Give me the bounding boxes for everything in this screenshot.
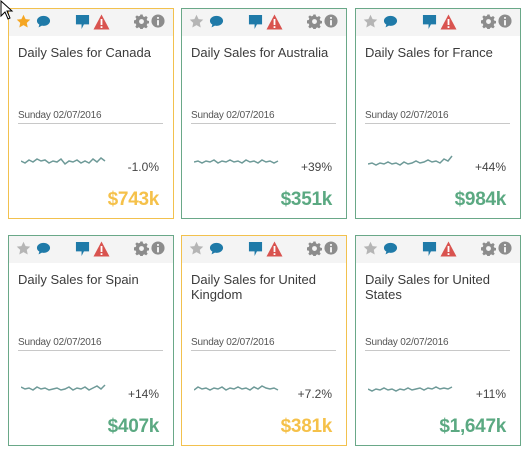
annotation-icon[interactable] bbox=[422, 14, 437, 30]
change-percent: +44% bbox=[474, 160, 506, 174]
divider bbox=[191, 350, 336, 351]
kpi-card-france[interactable]: Daily Sales for France Sunday 02/07/2016… bbox=[355, 8, 521, 219]
comment-icon[interactable] bbox=[383, 241, 398, 256]
card-toolbar bbox=[9, 236, 173, 263]
card-title: Daily Sales for United Kingdom bbox=[191, 272, 316, 302]
annotation-icon[interactable] bbox=[75, 14, 90, 30]
sales-value: $351k bbox=[280, 189, 333, 210]
card-toolbar bbox=[182, 236, 346, 263]
info-icon[interactable] bbox=[498, 241, 512, 255]
gear-icon[interactable] bbox=[481, 14, 496, 29]
sales-value: $743k bbox=[107, 189, 160, 210]
alert-icon[interactable] bbox=[93, 241, 110, 257]
card-title: Daily Sales for United States bbox=[365, 272, 490, 302]
alert-icon[interactable] bbox=[440, 241, 457, 257]
divider bbox=[18, 123, 163, 124]
annotation-icon[interactable] bbox=[248, 14, 263, 30]
kpi-card-canada[interactable]: Daily Sales for Canada Sunday 02/07/2016… bbox=[8, 8, 174, 219]
sparkline bbox=[194, 159, 279, 164]
annotation-icon[interactable] bbox=[75, 241, 90, 257]
divider bbox=[18, 350, 163, 351]
card-toolbar bbox=[182, 9, 346, 36]
sales-value: $984k bbox=[454, 189, 507, 210]
gear-icon[interactable] bbox=[134, 14, 149, 29]
star-icon[interactable] bbox=[16, 14, 31, 29]
comment-icon[interactable] bbox=[209, 241, 224, 256]
mouse-cursor-icon bbox=[0, 0, 14, 20]
change-percent: +39% bbox=[300, 160, 332, 174]
comment-icon[interactable] bbox=[36, 14, 51, 29]
card-toolbar bbox=[356, 9, 520, 36]
card-date: Sunday 02/07/2016 bbox=[18, 337, 102, 348]
comment-icon[interactable] bbox=[36, 241, 51, 256]
star-icon[interactable] bbox=[363, 241, 378, 256]
sales-value: $407k bbox=[107, 416, 160, 437]
star-icon[interactable] bbox=[16, 241, 31, 256]
sales-value: $381k bbox=[280, 416, 333, 437]
info-icon[interactable] bbox=[498, 14, 512, 28]
info-icon[interactable] bbox=[324, 241, 338, 255]
change-percent: +7.2% bbox=[297, 387, 332, 401]
alert-icon[interactable] bbox=[266, 14, 283, 30]
gear-icon[interactable] bbox=[307, 14, 322, 29]
sparkline bbox=[21, 157, 106, 166]
card-date: Sunday 02/07/2016 bbox=[365, 110, 449, 121]
gear-icon[interactable] bbox=[307, 241, 322, 256]
divider bbox=[365, 123, 510, 124]
divider bbox=[365, 350, 510, 351]
card-toolbar bbox=[356, 236, 520, 263]
sales-value: $1,647k bbox=[439, 416, 506, 437]
comment-icon[interactable] bbox=[209, 14, 224, 29]
kpi-card-united-states[interactable]: Daily Sales for United States Sunday 02/… bbox=[355, 235, 521, 446]
card-date: Sunday 02/07/2016 bbox=[191, 337, 275, 348]
star-icon[interactable] bbox=[363, 14, 378, 29]
divider bbox=[191, 123, 336, 124]
alert-icon[interactable] bbox=[266, 241, 283, 257]
card-date: Sunday 02/07/2016 bbox=[18, 110, 102, 121]
annotation-icon[interactable] bbox=[422, 241, 437, 257]
change-percent: +11% bbox=[475, 387, 506, 401]
sparkline bbox=[194, 385, 279, 391]
card-title: Daily Sales for France bbox=[365, 45, 493, 60]
card-title: Daily Sales for Spain bbox=[18, 272, 139, 287]
change-percent: -1.0% bbox=[127, 160, 159, 174]
change-percent: +14% bbox=[127, 387, 159, 401]
alert-icon[interactable] bbox=[440, 14, 457, 30]
card-toolbar bbox=[9, 9, 173, 36]
card-date: Sunday 02/07/2016 bbox=[365, 337, 449, 348]
sparkline bbox=[368, 386, 453, 392]
star-icon[interactable] bbox=[189, 14, 204, 29]
kpi-card-australia[interactable]: Daily Sales for Australia Sunday 02/07/2… bbox=[181, 8, 347, 219]
annotation-icon[interactable] bbox=[248, 241, 263, 257]
card-title: Daily Sales for Canada bbox=[18, 45, 151, 60]
card-date: Sunday 02/07/2016 bbox=[191, 110, 275, 121]
kpi-card-united-kingdom[interactable]: Daily Sales for United Kingdom Sunday 02… bbox=[181, 235, 347, 446]
alert-icon[interactable] bbox=[93, 14, 110, 30]
info-icon[interactable] bbox=[151, 241, 165, 255]
card-title: Daily Sales for Australia bbox=[191, 45, 329, 60]
star-icon[interactable] bbox=[189, 241, 204, 256]
info-icon[interactable] bbox=[151, 14, 165, 28]
kpi-card-spain[interactable]: Daily Sales for Spain Sunday 02/07/2016 … bbox=[8, 235, 174, 446]
sparkline bbox=[368, 155, 453, 166]
sparkline bbox=[21, 384, 106, 391]
gear-icon[interactable] bbox=[134, 241, 149, 256]
info-icon[interactable] bbox=[324, 14, 338, 28]
gear-icon[interactable] bbox=[481, 241, 496, 256]
comment-icon[interactable] bbox=[383, 14, 398, 29]
